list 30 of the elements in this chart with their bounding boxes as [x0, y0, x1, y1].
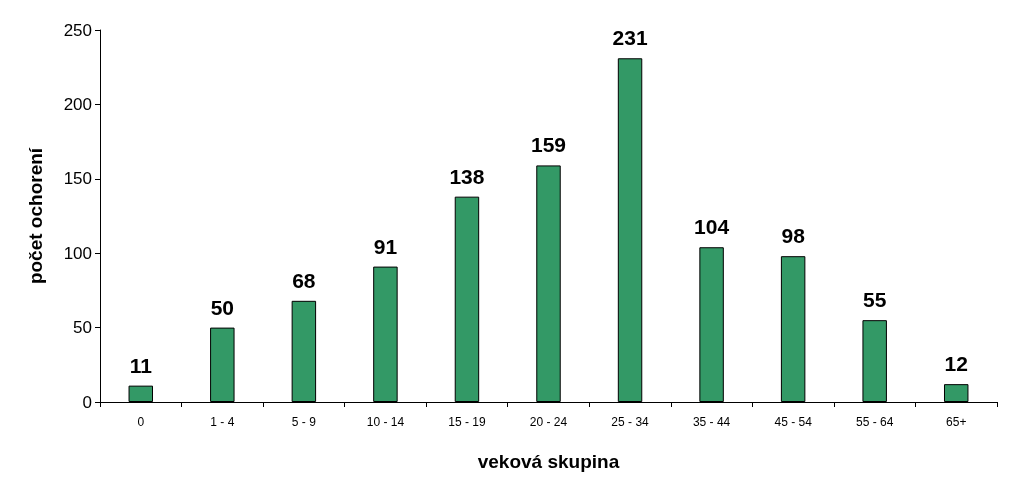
y-tick-label: 100	[63, 243, 92, 263]
data-label: 159	[530, 133, 567, 157]
x-tick-label: 25 - 34	[611, 415, 650, 429]
y-tick-label: 50	[73, 318, 92, 338]
y-tick-label: 200	[63, 94, 92, 114]
x-axis-title: veková skupina	[477, 451, 620, 472]
y-axis-title: počet ochorení	[25, 147, 46, 285]
x-tick-label: 20 - 24	[529, 415, 568, 429]
data-label: 12	[944, 352, 968, 376]
data-label: 231	[612, 26, 648, 50]
x-tick-label: 15 - 19	[448, 415, 486, 429]
x-tick-label: 10 - 14	[366, 415, 405, 429]
data-label: 68	[292, 268, 316, 292]
x-tick-label: 1 - 4	[210, 415, 235, 429]
y-tick-label: 250	[63, 20, 92, 40]
x-tick-label: 5 - 9	[291, 415, 317, 429]
data-label: 104	[694, 215, 730, 239]
x-tick-label: 65+	[946, 415, 967, 429]
x-tick-label: 45 - 54	[774, 415, 813, 429]
x-tick-label: 0	[137, 415, 145, 429]
data-label: 91	[373, 234, 398, 258]
y-tick-label: 150	[63, 169, 92, 189]
data-label: 55	[863, 288, 887, 312]
x-tick-label: 35 - 44	[692, 415, 731, 429]
data-label: 138	[449, 164, 485, 188]
y-tick-label: 0	[82, 392, 92, 412]
data-label: 98	[781, 224, 806, 248]
x-tick-label: 55 - 64	[856, 415, 894, 429]
data-label: 50	[210, 295, 234, 319]
data-label: 11	[129, 353, 153, 377]
